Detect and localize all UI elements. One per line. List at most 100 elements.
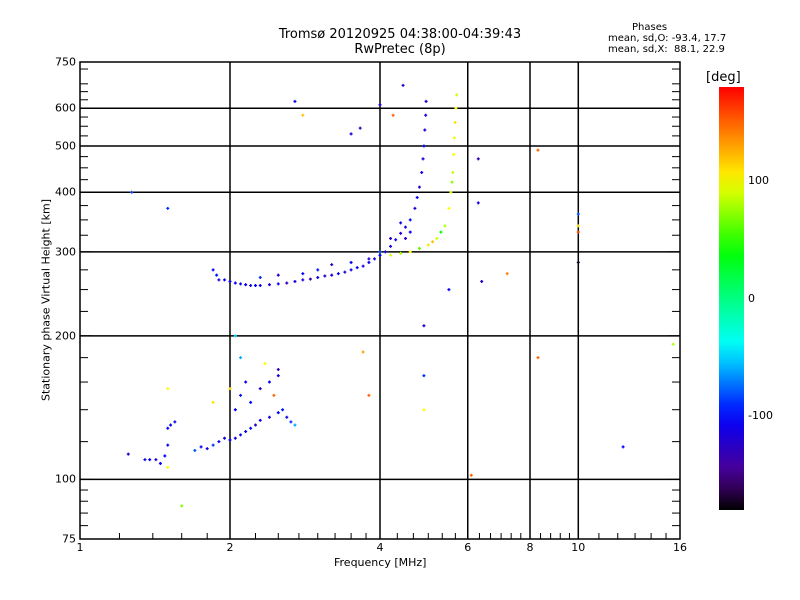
x-tick-label: 1 [76, 541, 84, 554]
data-point [285, 415, 289, 419]
data-point [233, 436, 237, 440]
data-point [447, 288, 451, 292]
colorbar-tick-label: -100 [748, 409, 773, 422]
data-point [166, 426, 170, 430]
data-point [223, 278, 227, 282]
colorbar-label: [deg] [706, 70, 741, 85]
data-point [244, 283, 248, 287]
data-point [244, 430, 248, 434]
data-point [426, 243, 430, 247]
data-point [422, 324, 426, 328]
data-point [423, 128, 427, 132]
x-tick-label: 10 [571, 541, 586, 554]
data-point [349, 268, 353, 272]
data-point [301, 272, 305, 276]
x-tick-label: 4 [376, 541, 384, 554]
data-point [316, 268, 320, 272]
data-point [126, 452, 130, 456]
data-point [233, 408, 237, 412]
data-point [576, 224, 580, 228]
data-point [293, 99, 297, 103]
y-tick-label: 100 [55, 472, 76, 486]
data-point [163, 454, 167, 458]
data-point [249, 426, 253, 430]
data-point [671, 342, 675, 346]
data-point [450, 180, 454, 184]
data-point [239, 356, 243, 360]
data-point [453, 121, 457, 125]
data-point [217, 440, 221, 444]
data-point [417, 246, 421, 250]
data-point [361, 264, 365, 268]
data-point [403, 236, 407, 240]
data-point [253, 283, 257, 287]
data-point [383, 250, 387, 254]
data-point [276, 367, 280, 371]
data-point [349, 260, 353, 264]
data-point [480, 279, 484, 283]
data-point [443, 224, 447, 228]
data-point [267, 380, 271, 384]
data-point [316, 276, 320, 280]
stats-x-mode: mean, sd,X: 88.1, 22.9 [608, 44, 725, 55]
data-point [217, 278, 221, 282]
data-point [143, 458, 147, 462]
data-point [536, 356, 540, 360]
data-point [166, 387, 170, 391]
data-point [276, 411, 280, 415]
data-point [536, 148, 540, 152]
data-point [301, 278, 305, 282]
x-tick-label: 2 [226, 541, 234, 554]
data-point [233, 281, 237, 285]
data-point [285, 281, 289, 285]
data-point [148, 458, 152, 462]
data-point [401, 83, 405, 87]
data-point [244, 380, 248, 384]
stats-heading: Phases [632, 22, 668, 33]
data-point [417, 185, 421, 189]
data-point [435, 236, 439, 240]
data-point [455, 93, 459, 97]
data-point [215, 273, 219, 277]
data-point [343, 270, 347, 274]
data-point [373, 257, 377, 261]
data-point [476, 157, 480, 161]
data-point [399, 251, 403, 255]
y-tick-label: 75 [62, 532, 76, 546]
data-point [154, 458, 158, 462]
y-tick-label: 400 [55, 185, 76, 199]
data-point [389, 236, 393, 240]
data-point [267, 283, 271, 287]
x-axis-label: Frequency [MHz] [334, 556, 427, 569]
data-point [267, 415, 271, 419]
data-point [358, 126, 362, 130]
data-point [228, 279, 232, 283]
data-point [276, 282, 280, 286]
data-point [166, 206, 170, 210]
data-point [281, 408, 285, 412]
plot-frame [79, 61, 681, 540]
data-point [367, 260, 371, 264]
y-tick-label: 500 [55, 139, 76, 153]
data-point [258, 283, 262, 287]
data-point [211, 268, 215, 272]
data-point [403, 225, 407, 229]
data-point [239, 393, 243, 397]
data-point [408, 250, 412, 254]
data-point [228, 438, 232, 442]
data-point [330, 273, 334, 277]
data-point [451, 170, 455, 174]
data-point [378, 250, 382, 254]
data-point [505, 272, 509, 276]
data-point [258, 276, 262, 280]
x-tick-label: 16 [673, 541, 687, 554]
data-point [166, 443, 170, 447]
colorbar-tick-label: 100 [748, 174, 769, 187]
data-point [415, 195, 419, 199]
data-point [452, 136, 456, 140]
data-point [408, 218, 412, 222]
data-point [378, 103, 382, 107]
colorbar-tick-label: 0 [748, 291, 755, 305]
data-point [408, 230, 412, 234]
